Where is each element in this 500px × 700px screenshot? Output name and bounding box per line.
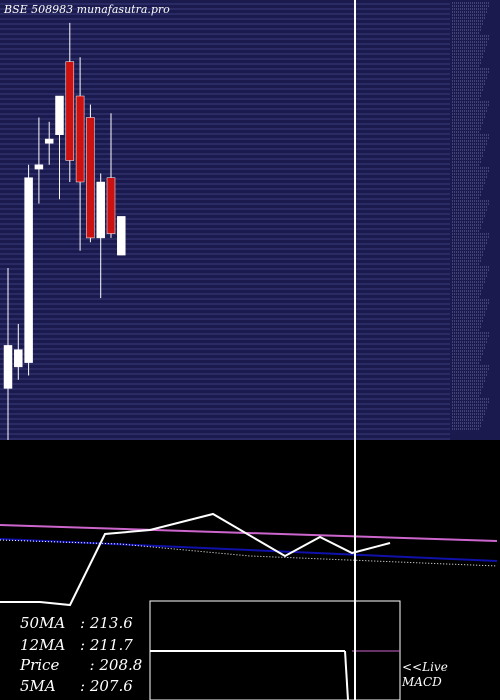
ma12-readout: 12MA : 211.7 xyxy=(20,636,133,654)
ma12-label: 12MA xyxy=(20,636,66,654)
up-candle xyxy=(14,349,23,368)
price-line xyxy=(0,512,391,607)
ma-blue-line xyxy=(0,538,498,562)
price-panel-gridlines xyxy=(0,3,450,440)
up-candle xyxy=(44,138,54,144)
candlestick-series xyxy=(3,22,126,440)
ma5-value: : 207.6 xyxy=(80,677,133,695)
macd-line-drop xyxy=(344,650,349,700)
up-candle xyxy=(96,181,105,239)
chart-title: BSE 508983 munafasutra.pro xyxy=(4,3,170,16)
ma50-readout: 50MA : 213.6 xyxy=(20,614,133,632)
macd-panel xyxy=(149,600,401,700)
ma-pink-line xyxy=(0,524,498,542)
ma50-value: : 213.6 xyxy=(80,614,133,632)
price-readout: Price : 208.8 xyxy=(20,656,142,674)
up-candle xyxy=(117,216,126,256)
ma5-readout: 5MA : 207.6 xyxy=(20,677,133,695)
price-label: Price xyxy=(20,656,60,674)
macd-label: MACD xyxy=(402,675,442,689)
ma-dotted-line xyxy=(0,539,498,567)
ma50-label: 50MA xyxy=(20,614,66,632)
up-candle xyxy=(34,164,44,170)
up-candle xyxy=(24,177,33,363)
ma5-label: 5MA xyxy=(20,677,56,695)
price-scale-strip xyxy=(452,2,490,430)
up-candle xyxy=(55,95,64,135)
down-candle xyxy=(106,177,116,234)
down-candle xyxy=(75,95,85,183)
down-candle xyxy=(86,117,95,239)
price-value: : 208.8 xyxy=(80,656,143,674)
down-candle xyxy=(65,61,75,161)
price-panel-fill xyxy=(0,0,500,440)
ma-panel xyxy=(0,512,498,607)
price-panel-background xyxy=(0,0,500,440)
up-candle xyxy=(3,345,13,389)
live-label: <<Live xyxy=(402,660,448,674)
ma12-value: : 211.7 xyxy=(80,636,133,654)
